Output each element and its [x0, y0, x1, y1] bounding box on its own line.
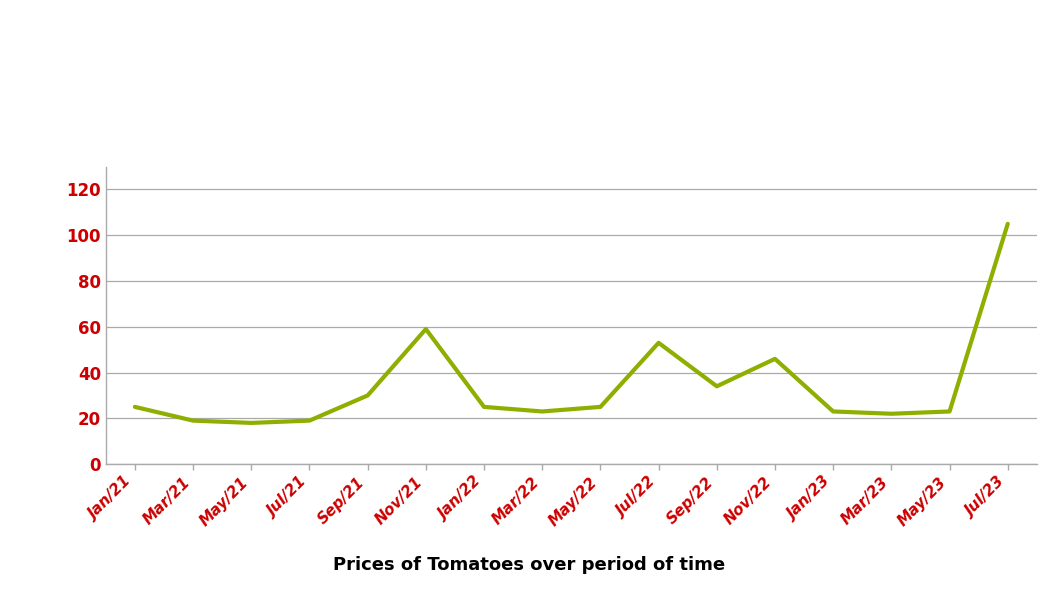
- Text: Prices of Tomatoes over period of time: Prices of Tomatoes over period of time: [333, 556, 725, 574]
